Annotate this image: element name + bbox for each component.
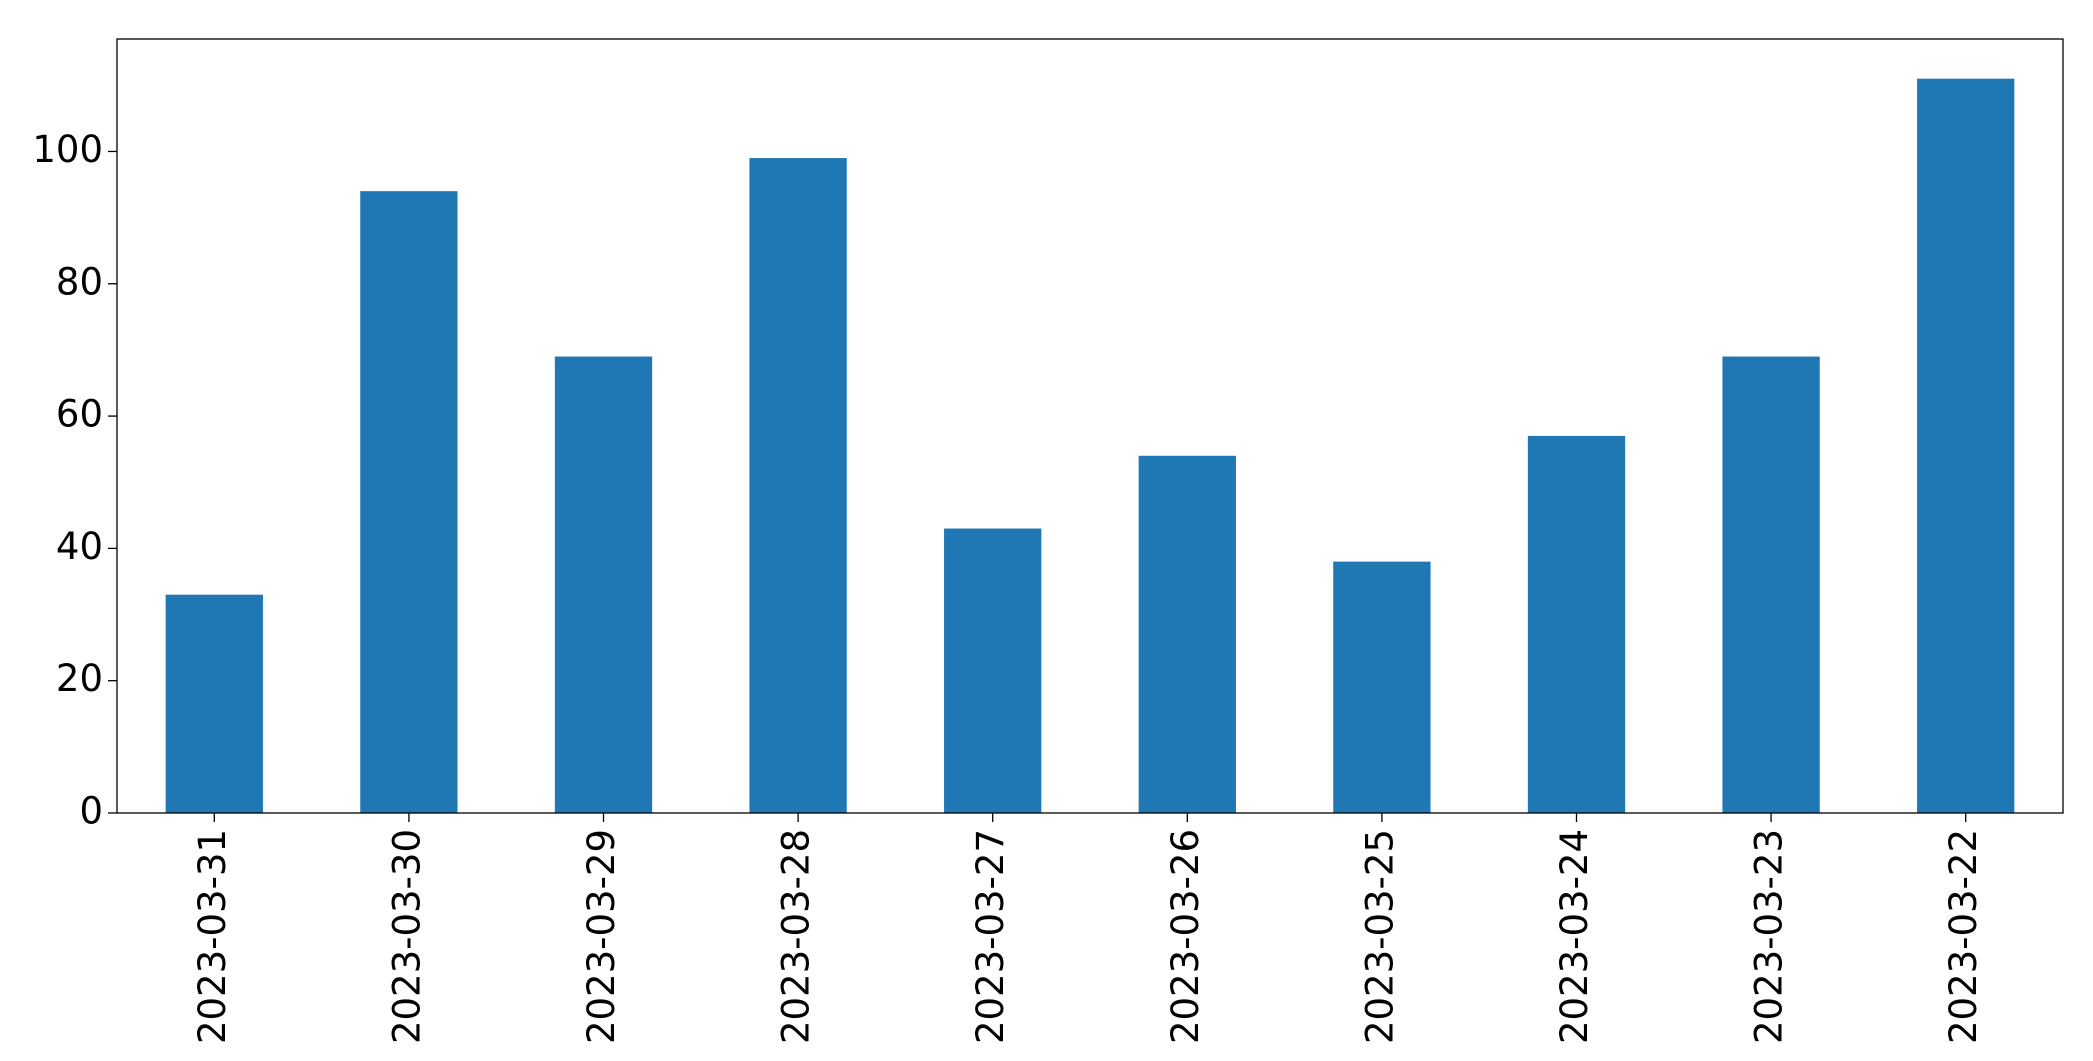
x-tick-label: 2023-03-26 xyxy=(1164,829,1207,1044)
y-tick-label: 0 xyxy=(79,790,103,833)
bar xyxy=(749,158,847,814)
x-tick-label: 2023-03-28 xyxy=(775,829,818,1044)
bar xyxy=(944,528,1042,813)
y-tick-label: 40 xyxy=(56,525,103,568)
bar xyxy=(1917,78,2015,813)
bar xyxy=(1333,561,1431,813)
bar xyxy=(554,356,653,813)
y-tick-label: 80 xyxy=(56,260,103,303)
bar xyxy=(1527,435,1626,813)
y-tick-label: 20 xyxy=(56,657,103,700)
x-tick-label: 2023-03-31 xyxy=(191,829,234,1044)
x-tick-label: 2023-03-22 xyxy=(1942,829,1985,1044)
x-tick-label: 2023-03-30 xyxy=(385,829,428,1044)
x-tick-label: 2023-03-23 xyxy=(1748,829,1791,1044)
bar xyxy=(165,594,263,813)
x-tick-label: 2023-03-29 xyxy=(580,829,623,1044)
y-tick-label: 60 xyxy=(56,393,103,436)
x-tick-label: 2023-03-27 xyxy=(969,829,1012,1044)
bar xyxy=(1138,455,1236,813)
bar xyxy=(1722,356,1820,813)
x-tick-label: 2023-03-24 xyxy=(1553,829,1596,1044)
plot-frame xyxy=(116,38,2064,814)
bar xyxy=(360,191,458,814)
y-tick-label: 100 xyxy=(32,128,103,171)
x-tick-label: 2023-03-25 xyxy=(1358,829,1401,1044)
